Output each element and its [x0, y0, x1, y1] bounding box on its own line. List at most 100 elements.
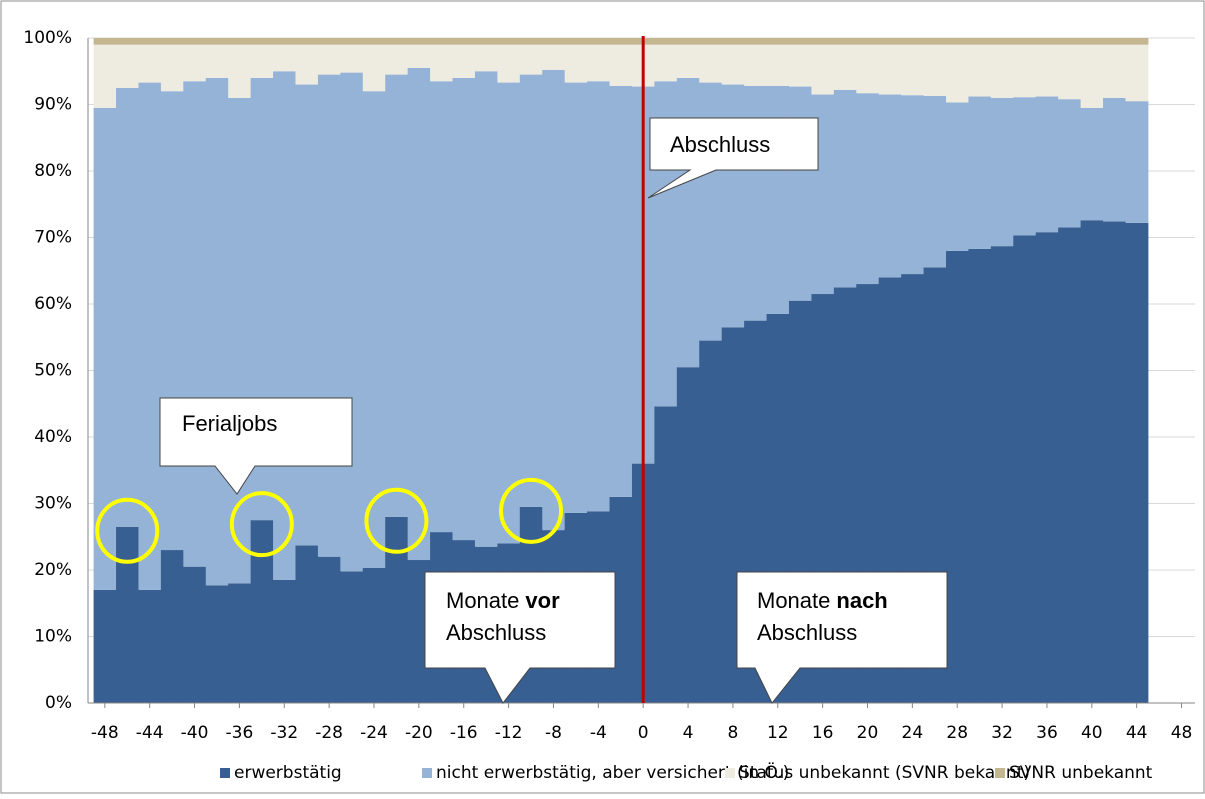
bar-segment [1013, 44, 1037, 98]
bar-segment [183, 38, 207, 45]
callout-box [736, 571, 948, 704]
bar-segment [183, 44, 207, 82]
bar-segment [93, 107, 117, 590]
annotation: Abschluss [757, 620, 857, 645]
bar-segment [385, 38, 409, 45]
bar-segment [1058, 227, 1082, 703]
x-tick-label: 24 [902, 723, 924, 743]
bar-segment [609, 38, 633, 45]
bar-segment [878, 44, 902, 95]
bar-segment [116, 38, 139, 45]
bar-segment [430, 81, 454, 533]
bar-segment [385, 44, 409, 75]
bar-segment [878, 38, 902, 45]
x-tick-label: 28 [946, 723, 968, 743]
x-tick-label: -24 [360, 723, 388, 743]
y-tick-label: 10% [34, 627, 72, 647]
bar-segment [1035, 44, 1059, 97]
legend-label: Status unbekannt (SVNR bekannt) [739, 763, 1030, 783]
bar-segment [968, 248, 992, 703]
bar-segment [474, 44, 498, 72]
legend-label: nicht erwerbstätig, aber versichert (in … [436, 761, 789, 783]
bar-segment [946, 44, 969, 103]
bar-segment [116, 44, 139, 88]
annotation-part: Monate [446, 588, 519, 613]
bar-segment [856, 93, 880, 285]
bar-segment [474, 38, 498, 45]
bar-segment [116, 87, 139, 527]
x-tick-label: 16 [812, 723, 834, 743]
bar-segment [273, 44, 296, 72]
bar-segment [452, 77, 476, 541]
bar-segment [744, 38, 768, 45]
bar-segment [744, 44, 768, 86]
bar-segment [407, 67, 431, 561]
highlight-circle [229, 491, 294, 558]
bar-segment [542, 69, 566, 531]
bar-segment [138, 38, 162, 45]
y-tick-label: 70% [34, 228, 72, 248]
bar-segment [295, 38, 319, 45]
bar-segment [160, 44, 184, 92]
bar-segment [833, 44, 857, 90]
bar-segment [811, 44, 835, 95]
x-tick-label: 0 [638, 723, 649, 743]
bar-segment [160, 38, 184, 45]
highlight-circle [364, 487, 429, 554]
bar-segment [407, 38, 431, 45]
bar-segment [699, 340, 723, 703]
bar-segment [901, 95, 925, 275]
bar-segment [654, 406, 678, 703]
legend-swatch [995, 768, 1005, 778]
y-tick-label: 50% [34, 361, 72, 381]
bar-segment [295, 44, 319, 85]
x-tick-label: -36 [226, 723, 254, 743]
bar-segment [340, 72, 364, 572]
y-tick-label: 60% [34, 294, 72, 314]
bar-segment [968, 38, 992, 45]
x-tick-label: -16 [450, 723, 478, 743]
bar-segment [609, 44, 633, 86]
bar-segment [340, 38, 364, 45]
bar-segment [205, 44, 229, 78]
x-tick-label: -12 [495, 723, 523, 743]
annotation: Abschluss [670, 132, 770, 157]
bar-segment [968, 96, 992, 249]
annotation-part: nach [836, 588, 887, 613]
bar-segment [250, 44, 274, 78]
callouts: Abschluss Ferialjobs Monate vor Abschluss… [159, 117, 948, 704]
bar-segment [1013, 38, 1037, 45]
x-tick-label: 4 [683, 723, 694, 743]
bar-segment [317, 556, 341, 703]
bar-segment [1080, 220, 1104, 703]
x-tick-label: 20 [857, 723, 879, 743]
bar-segment [273, 38, 296, 45]
bar-segment [340, 44, 364, 73]
annotation: Abschluss [446, 620, 546, 645]
bar-segment [205, 77, 229, 586]
bar-segment [1035, 232, 1059, 703]
bar-segment [250, 38, 274, 45]
bar-segment [116, 526, 139, 703]
x-tick-label: -20 [405, 723, 433, 743]
bar-segment [676, 367, 700, 703]
x-tick-label: 32 [991, 723, 1013, 743]
bar-segment [1103, 221, 1126, 704]
bar-segment [923, 38, 947, 45]
bar-segment [430, 38, 454, 45]
annotation-part: vor [525, 588, 560, 613]
bar-segment [878, 94, 902, 278]
bar-segment [587, 81, 611, 512]
bar-segment [587, 38, 611, 45]
bar-segment [766, 38, 790, 45]
annotation: Monate nach [757, 588, 888, 613]
bar-segment [317, 74, 341, 557]
highlight-circle [499, 477, 564, 544]
bar-segment [676, 38, 700, 45]
callout-box [424, 571, 616, 704]
bar-segment [788, 44, 812, 87]
bar-segment [474, 71, 498, 547]
bar-segment [138, 82, 162, 590]
bar-segment [228, 38, 252, 45]
bar-segment [946, 38, 969, 45]
